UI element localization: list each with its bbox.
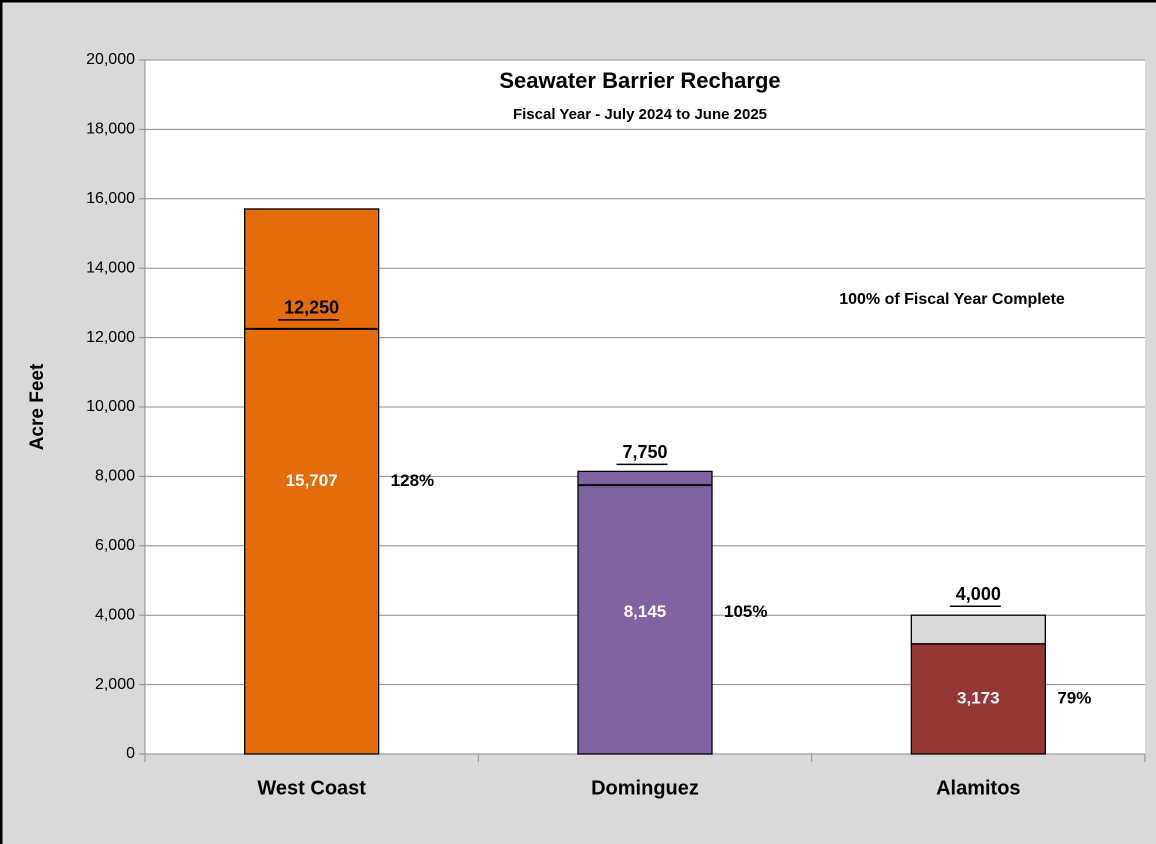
y-tick-label: 18,000 [86,121,135,138]
y-tick-label: 2,000 [95,676,135,693]
target-label: 12,250 [284,298,339,318]
value-label: 8,145 [624,602,667,621]
bar [577,470,713,755]
percent-label: 105% [724,602,767,621]
target-gap [910,614,1046,645]
x-tick-label: West Coast [257,777,366,799]
y-tick-label: 8,000 [95,468,135,485]
y-tick-label: 12,000 [86,329,135,346]
chart-subtitle: Fiscal Year - July 2024 to June 2025 [513,106,767,123]
x-tick-label: Dominguez [591,777,699,799]
value-label: 15,707 [286,471,338,490]
y-tick-label: 14,000 [86,259,135,276]
bar [910,643,1046,755]
chart-title: Seawater Barrier Recharge [499,68,780,93]
y-tick-label: 4,000 [95,606,135,623]
value-label: 3,173 [957,688,1000,707]
y-tick-label: 6,000 [95,537,135,554]
percent-label: 128% [391,471,434,490]
bar [244,208,380,755]
percent-label: 79% [1057,688,1091,707]
y-axis-label: Acre Feet [27,363,48,450]
x-tick-label: Alamitos [936,777,1020,799]
annotation: 100% of Fiscal Year Complete [839,291,1065,308]
y-tick-label: 16,000 [86,190,135,207]
y-tick-label: 0 [126,745,135,762]
y-tick-label: 20,000 [86,51,135,68]
target-label: 4,000 [956,584,1001,604]
target-label: 7,750 [622,442,667,462]
y-tick-label: 10,000 [86,398,135,415]
